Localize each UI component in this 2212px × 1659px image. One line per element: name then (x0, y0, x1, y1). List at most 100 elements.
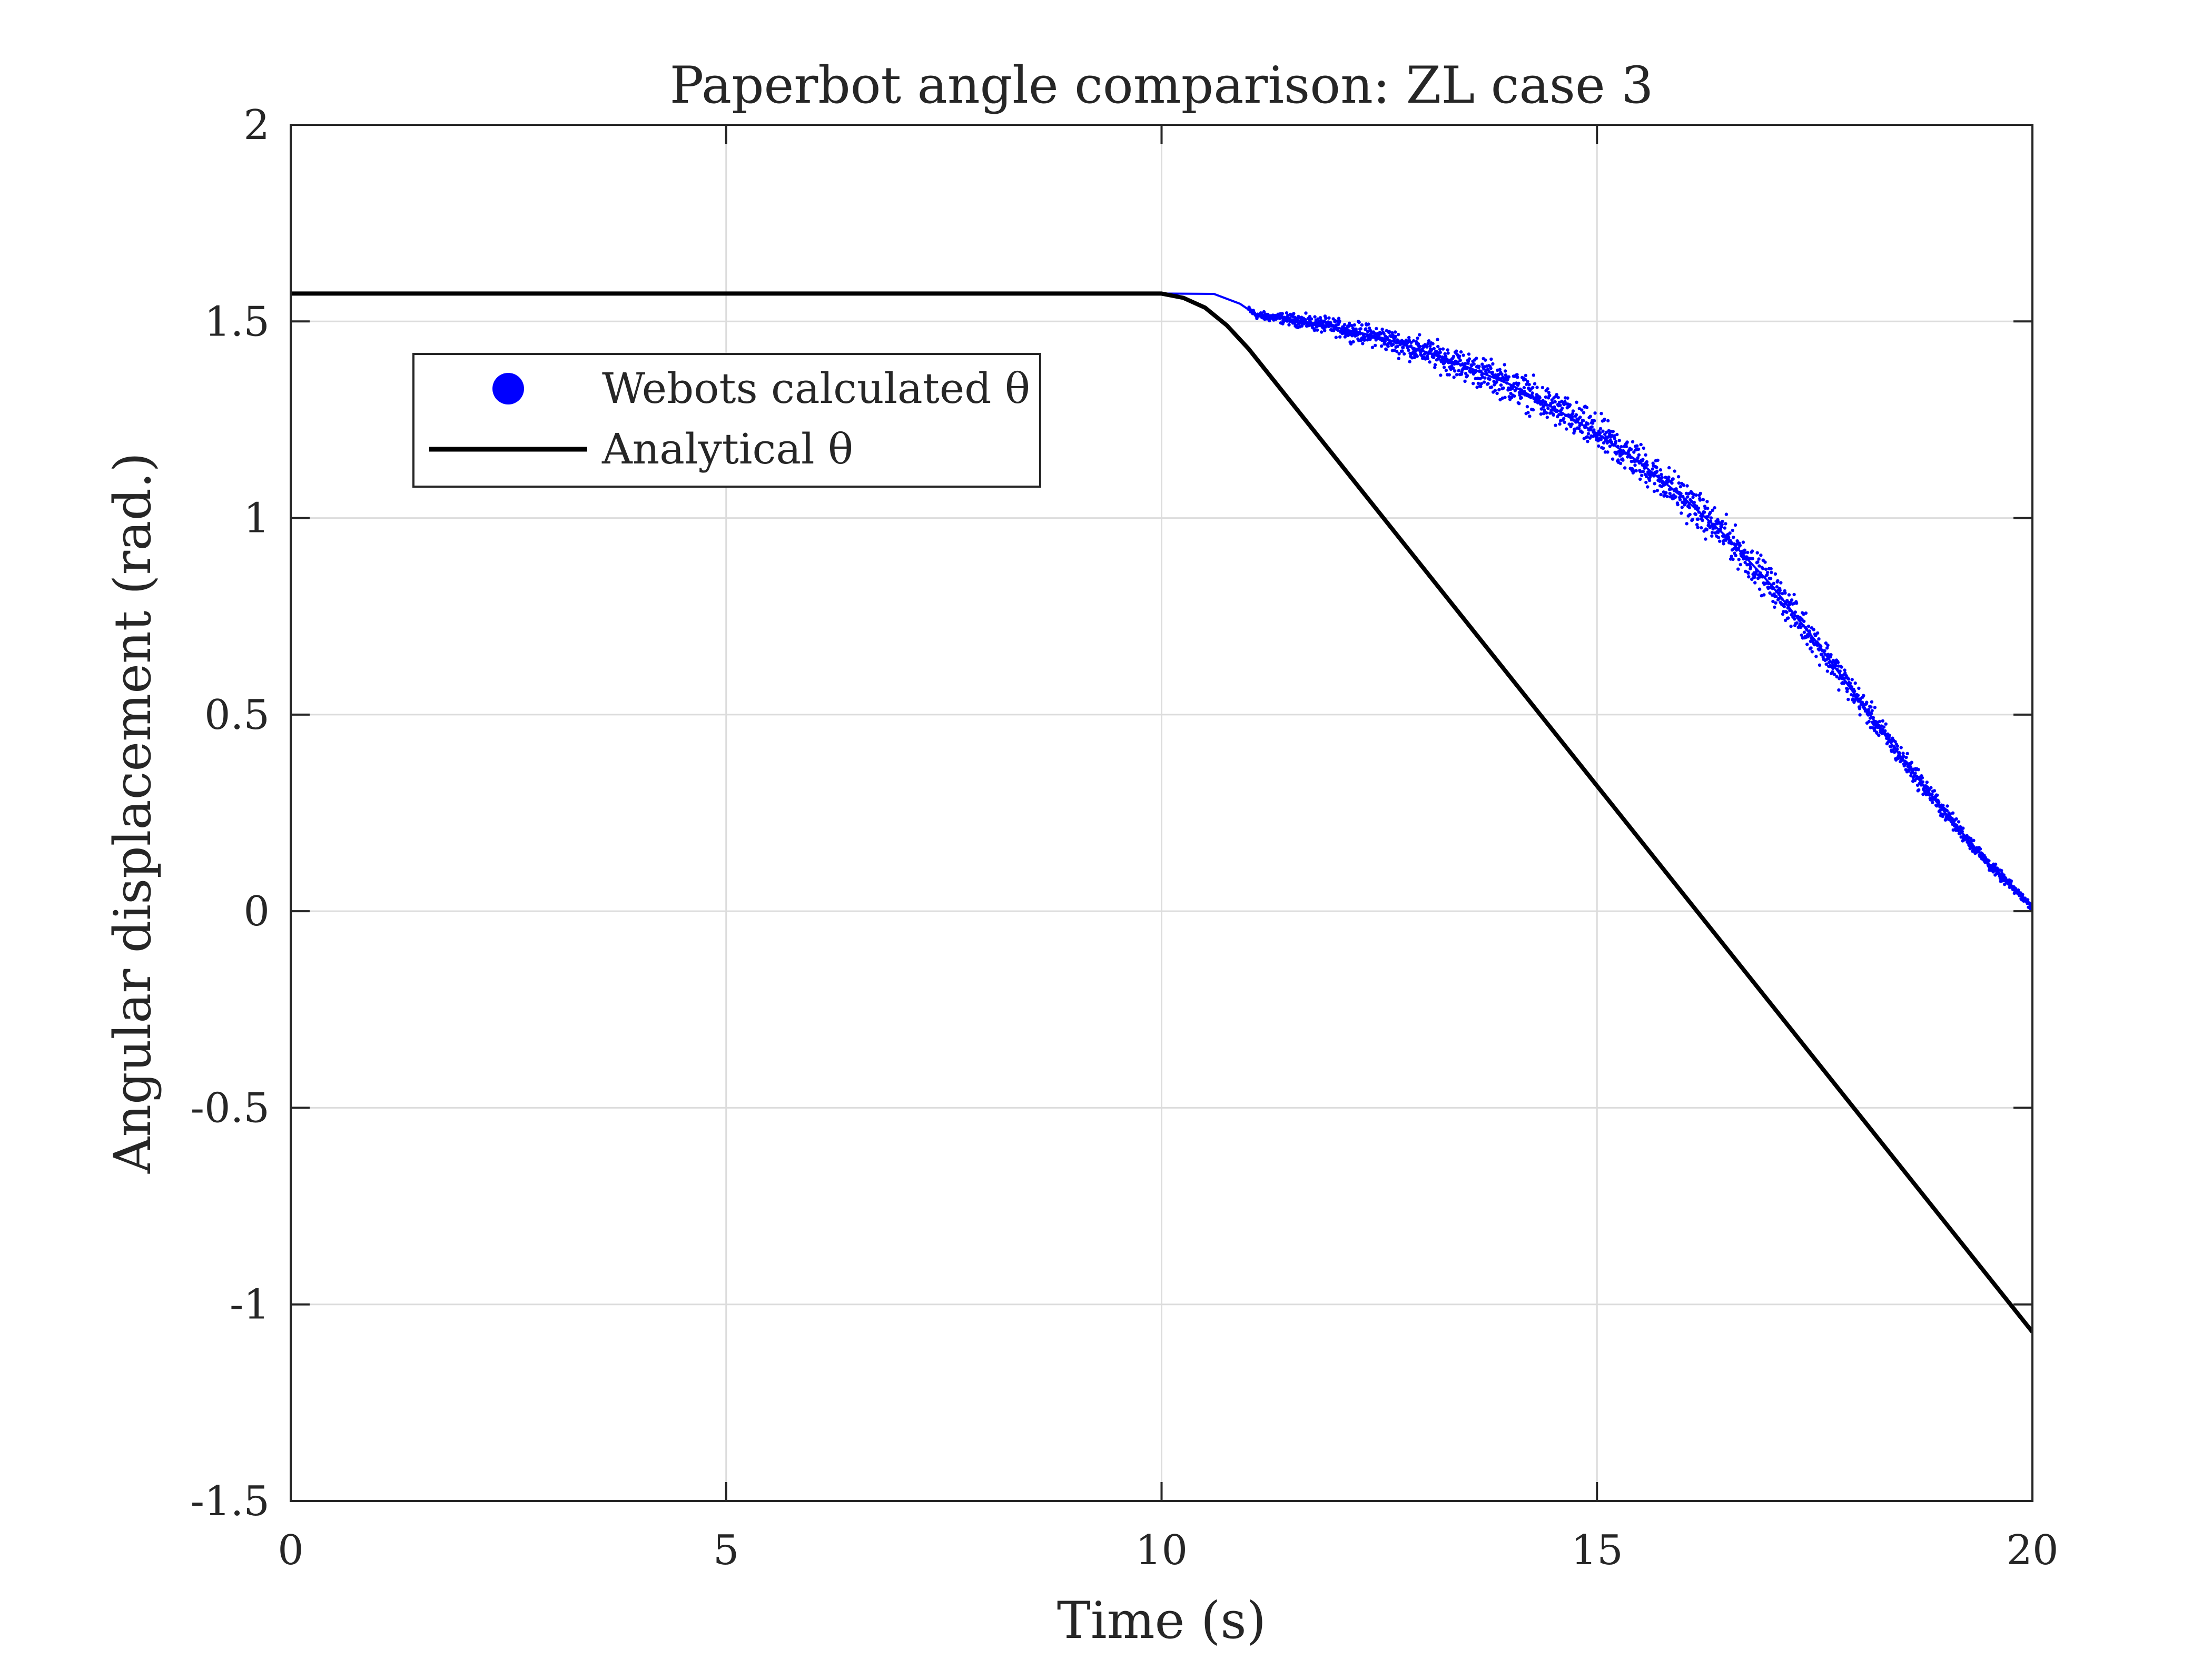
series-analytical-line (291, 291, 2032, 1334)
webots-point (1490, 370, 1494, 374)
webots-point (1789, 608, 1792, 612)
webots-point (1902, 754, 1905, 758)
webots-point (1775, 585, 1779, 589)
webots-point (1997, 872, 2001, 876)
webots-point (1694, 512, 1697, 516)
webots-point (1904, 755, 1908, 759)
webots-point (1544, 395, 1548, 399)
webots-point (1455, 373, 1459, 377)
webots-point (1771, 599, 1775, 604)
webots-point (1490, 385, 1494, 389)
webots-point (1858, 707, 1862, 710)
webots-point (1401, 346, 1405, 350)
webots-point (1562, 417, 1566, 420)
webots-point (1644, 480, 1648, 485)
webots-point (1444, 354, 1448, 358)
webots-point (1497, 388, 1501, 392)
webots-point (1899, 746, 1903, 749)
webots-point (1324, 317, 1328, 320)
webots-point (1724, 512, 1729, 516)
webots-point (1768, 591, 1772, 595)
webots-point (1336, 328, 1340, 332)
webots-point (1502, 379, 1506, 383)
webots-point (1714, 526, 1717, 530)
webots-point (1846, 697, 1850, 702)
webots-point (1478, 377, 1482, 381)
webots-point (1709, 516, 1713, 520)
webots-point (1905, 752, 1909, 756)
webots-point (1641, 470, 1645, 473)
webots-point (1808, 632, 1812, 636)
webots-point (1433, 366, 1437, 369)
webots-point (1656, 458, 1660, 462)
webots-point (1799, 625, 1803, 629)
webots-point (1695, 523, 1699, 527)
webots-point (1647, 478, 1652, 482)
webots-point (1545, 403, 1549, 407)
webots-point (1806, 624, 1811, 628)
webots-point (1568, 403, 1572, 407)
webots-point (1386, 344, 1390, 348)
webots-point (1362, 332, 1366, 336)
webots-point (1555, 393, 1558, 397)
webots-point (1472, 382, 1475, 386)
webots-point (1792, 592, 1796, 597)
webots-point (1489, 357, 1493, 361)
webots-point (1574, 413, 1578, 417)
webots-point (1590, 425, 1594, 429)
webots-point (1528, 414, 1532, 418)
webots-point (1368, 338, 1372, 341)
webots-point (1432, 347, 1436, 351)
webots-point (1543, 400, 1547, 404)
webots-point (1664, 491, 1668, 495)
webots-point (1641, 458, 1645, 461)
webots-point (1713, 506, 1716, 510)
webots-point (1881, 719, 1884, 723)
webots-point (1547, 391, 1551, 394)
webots-point (1431, 342, 1435, 345)
webots-point (1506, 378, 1509, 381)
webots-point (1802, 619, 1806, 623)
webots-point (1757, 564, 1761, 568)
webots-point (1586, 440, 1589, 443)
webots-point (1750, 549, 1754, 553)
webots-point (1840, 665, 1843, 669)
webots-point (1724, 522, 1727, 526)
webots-point (1637, 453, 1641, 457)
webots-point (1643, 466, 1646, 470)
webots-point (1426, 341, 1430, 345)
webots-point (1624, 445, 1628, 448)
webots-point (1394, 334, 1398, 338)
webots-point (1465, 374, 1469, 378)
webots-point (1577, 427, 1581, 430)
webots-point (1327, 316, 1331, 320)
webots-point (1546, 387, 1549, 391)
webots-point (1526, 380, 1529, 383)
webots-point (1773, 572, 1777, 576)
webots-point (1853, 681, 1857, 685)
webots-point (1856, 694, 1860, 697)
webots-point (1370, 345, 1375, 349)
webots-point (1972, 838, 1976, 843)
webots-point (1676, 502, 1680, 507)
webots-point (1765, 570, 1770, 575)
webots-point (1793, 610, 1797, 614)
webots-point (1898, 751, 1901, 755)
legend-label-webots: Webots calculated θ (602, 364, 1030, 413)
webots-point (1387, 330, 1391, 333)
webots-point (1633, 463, 1637, 467)
webots-point (1706, 515, 1710, 519)
webots-point (1407, 335, 1411, 340)
webots-point (1718, 539, 1722, 543)
webots-point (1781, 591, 1784, 596)
webots-point (1913, 772, 1917, 775)
webots-point (1777, 597, 1781, 600)
webots-point (1366, 330, 1370, 333)
webots-point (1859, 697, 1862, 701)
webots-point (1835, 667, 1839, 671)
webots-point (1677, 481, 1681, 485)
webots-point (1938, 808, 1942, 812)
webots-point (1895, 744, 1900, 748)
webots-point (1463, 379, 1467, 383)
webots-point (1730, 555, 1733, 558)
